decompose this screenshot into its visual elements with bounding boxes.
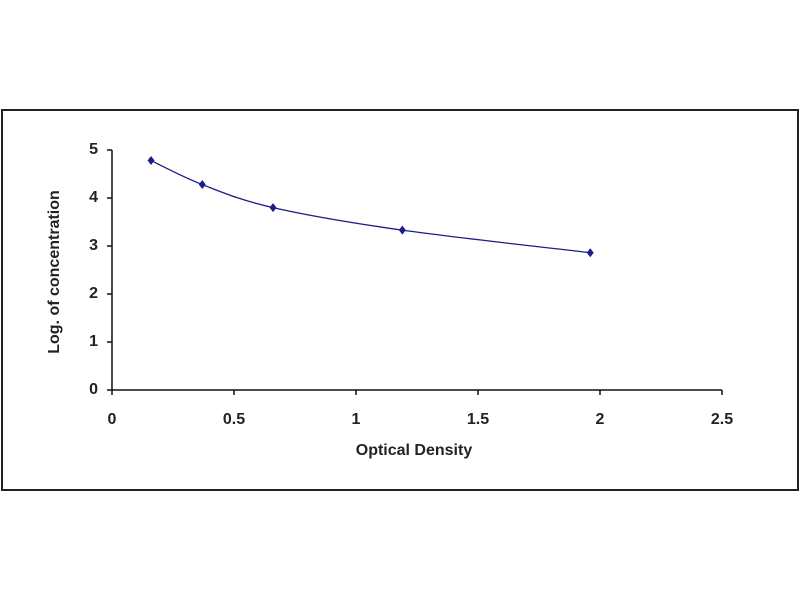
data-point [198,180,206,190]
x-tick-label: 1.5 [467,411,489,428]
y-tick-label: 5 [89,141,98,158]
x-tick-label: 2 [596,411,605,428]
y-tick-label: 4 [89,189,98,206]
data-point [269,203,277,213]
y-tick-label: 3 [89,237,98,254]
y-tick-label: 2 [89,285,98,302]
x-axis-label: Optical Density [356,442,473,459]
x-tick-label: 0.5 [223,411,245,428]
chart-frame [1,109,799,491]
data-point [398,225,406,235]
y-tick-label: 0 [89,381,98,398]
y-tick-label: 1 [89,333,98,350]
data-point [586,248,594,258]
x-tick-label: 0 [108,411,117,428]
x-tick-label: 2.5 [711,411,733,428]
fit-line [150,159,591,254]
data-point [147,156,155,166]
x-tick-label: 1 [352,411,361,428]
y-axis-label: Log. of concentration [46,190,63,354]
